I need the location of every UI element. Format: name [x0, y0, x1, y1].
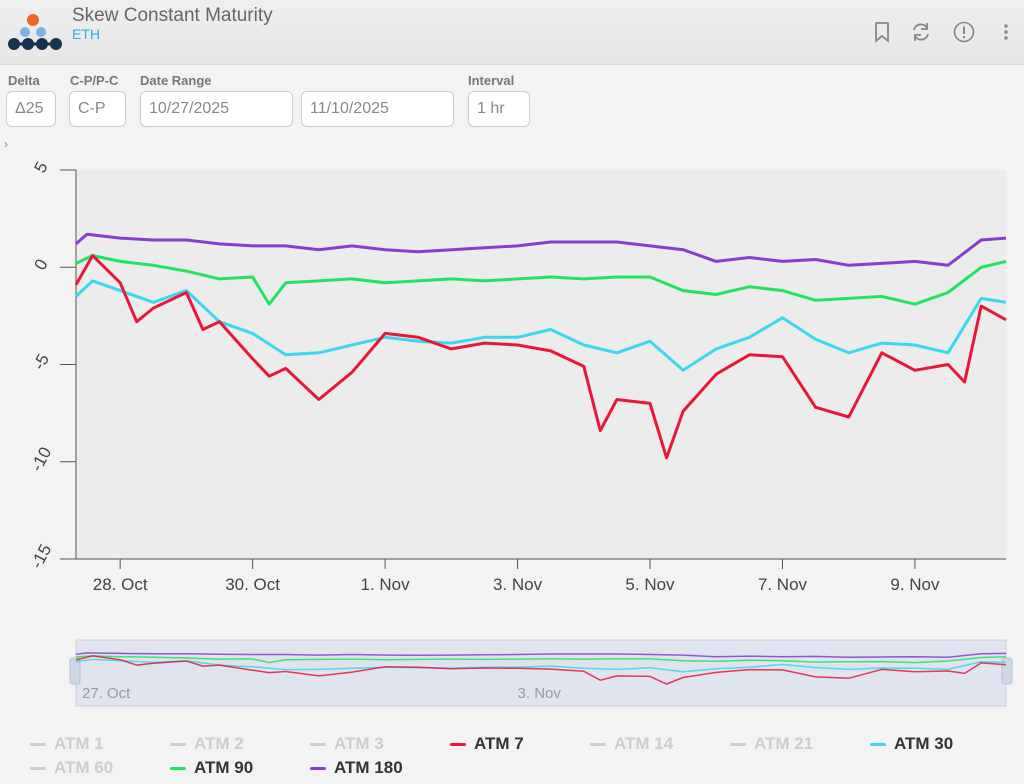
legend-swatch [170, 767, 186, 771]
controls-bar: Delta Δ25 C-P/P-C C-P Date Range 10/27/2… [0, 64, 1024, 144]
x-tick-label: 5. Nov [625, 575, 675, 594]
navigator-left-handle [69, 657, 81, 685]
legend-item-atm-1[interactable]: ATM 1 [30, 734, 104, 758]
navigator-line-atm90 [75, 655, 1007, 664]
legend-item-atm-3[interactable]: ATM 3 [310, 734, 384, 758]
bookmark-icon[interactable] [871, 21, 893, 43]
cp-select[interactable]: C-P [69, 91, 126, 127]
widget-title: Skew Constant Maturity [72, 5, 273, 26]
legend-item-atm-180[interactable]: ATM 180 [310, 758, 403, 782]
legend-label: ATM 30 [894, 734, 954, 753]
legend-item-atm-2[interactable]: ATM 2 [170, 734, 244, 758]
series-line-atm30 [74, 279, 1007, 372]
legend-item-atm-7[interactable]: ATM 7 [450, 734, 524, 758]
legend-item-atm-21[interactable]: ATM 21 [730, 734, 813, 758]
delta-label: Delta [8, 73, 40, 88]
legend-item-atm-30[interactable]: ATM 30 [870, 734, 953, 758]
navigator-tick-label: 3. Nov [518, 685, 562, 702]
info-icon[interactable] [953, 21, 975, 43]
legend-item-atm-14[interactable]: ATM 14 [590, 734, 673, 758]
y-tick-label: 5 [31, 159, 52, 176]
date-range-label: Date Range [140, 73, 212, 88]
refresh-icon[interactable] [910, 21, 932, 43]
x-tick-label: 7. Nov [758, 575, 808, 594]
navigator-line-atm30 [75, 658, 1007, 673]
legend-swatch [30, 767, 46, 771]
navigator-line-atm7 [75, 655, 1007, 685]
x-tick-label: 1. Nov [361, 575, 411, 594]
legend-label: ATM 3 [334, 734, 384, 753]
more-vert-icon[interactable] [996, 21, 1016, 43]
end-date-input[interactable]: 11/10/2025 [301, 91, 454, 127]
x-tick-label: 28. Oct [93, 575, 148, 594]
interval-select[interactable]: 1 hr [468, 91, 530, 127]
legend-swatch [450, 743, 466, 747]
legend-label: ATM 60 [54, 758, 114, 777]
legend-swatch [310, 743, 326, 747]
series-line-atm7 [74, 254, 1007, 460]
skew-chart: 5 0 -5 -10 -15 28. Oct 30. Oct 1. Nov 3. Nov 5. N… [27, 159, 1013, 707]
legend-label: ATM 2 [194, 734, 244, 753]
app-header: Skew Constant Maturity ETH [0, 0, 1024, 65]
cp-label: C-P/P-C [70, 73, 119, 88]
y-tick-label: -15 [27, 541, 55, 572]
x-tick-label: 3. Nov [493, 575, 543, 594]
delta-select[interactable]: Δ25 [6, 91, 56, 127]
legend-swatch [30, 743, 46, 747]
navigator-line-atm180 [75, 652, 1007, 658]
series-line-atm180 [75, 232, 1007, 267]
y-tick-label: 0 [31, 256, 52, 273]
legend-item-atm-60[interactable]: ATM 60 [30, 758, 113, 782]
legend-swatch [870, 743, 886, 747]
legend-swatch [730, 743, 746, 747]
expand-chevron-icon[interactable]: › [4, 137, 8, 151]
interval-label: Interval [468, 73, 515, 88]
legend-swatch [590, 743, 606, 747]
legend-label: ATM 14 [614, 734, 674, 753]
legend-swatch [170, 743, 186, 747]
start-date-input[interactable]: 10/27/2025 [140, 91, 293, 127]
legend-label: ATM 1 [54, 734, 104, 753]
legend-label: ATM 180 [334, 758, 403, 777]
y-tick-label: -5 [29, 351, 53, 373]
y-tick-label: -10 [27, 444, 55, 475]
app-logo-icon [8, 14, 62, 50]
legend-label: ATM 7 [474, 734, 524, 753]
legend-item-atm-90[interactable]: ATM 90 [170, 758, 253, 782]
asset-subtitle: ETH [72, 26, 100, 42]
x-tick-label: 30. Oct [225, 575, 280, 594]
navigator-tick-label: 27. Oct [82, 685, 131, 702]
series-line-atm90 [75, 254, 1007, 306]
legend-label: ATM 90 [194, 758, 254, 777]
plot-area [76, 170, 1006, 559]
legend-label: ATM 21 [754, 734, 814, 753]
legend-swatch [310, 767, 326, 771]
x-tick-label: 9. Nov [890, 575, 940, 594]
